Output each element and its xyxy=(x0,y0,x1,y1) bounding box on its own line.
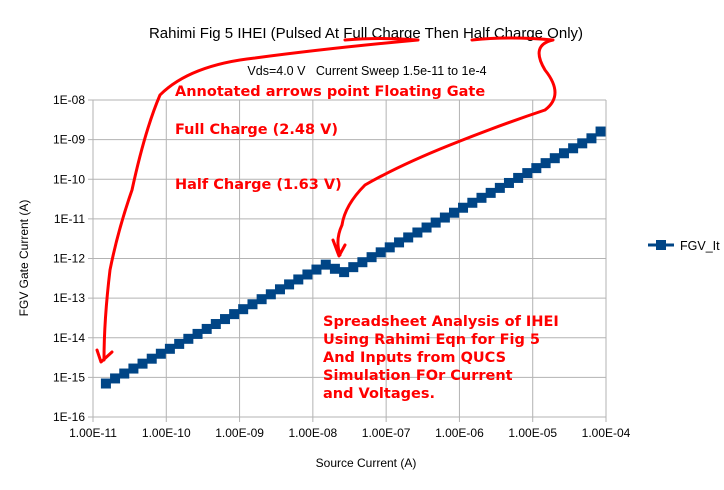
data-point xyxy=(513,172,524,183)
data-point xyxy=(485,187,496,198)
data-point xyxy=(220,314,231,325)
data-point xyxy=(265,289,276,300)
data-point xyxy=(128,363,139,374)
data-point xyxy=(192,328,203,339)
data-point xyxy=(210,319,221,330)
y-tick-labels: 1E-08 1E-09 1E-10 1E-11 1E-12 1E-13 1E-14 1E-15… xyxy=(53,93,85,424)
data-point xyxy=(531,163,542,174)
data-point xyxy=(339,267,350,278)
series-fgv-it xyxy=(100,126,606,389)
data-point xyxy=(476,192,487,203)
data-point xyxy=(558,148,569,159)
data-point xyxy=(448,207,459,218)
legend-label: FGV_It xyxy=(680,239,720,253)
red-annotation-arrows xyxy=(95,36,557,364)
x-tick-label: 1.00E-08 xyxy=(289,426,338,440)
data-point xyxy=(164,343,175,354)
data-point xyxy=(540,158,551,169)
data-point xyxy=(366,252,377,263)
chart-subtitle: Vds=4.0 V Current Sweep 1.5e-11 to 1e-4 xyxy=(247,64,486,78)
data-point xyxy=(320,259,331,270)
x-tick-label: 1.00E-07 xyxy=(362,426,411,440)
data-point xyxy=(375,247,386,258)
x-tick-label: 1.00E-11 xyxy=(69,426,117,440)
y-tick-label: 1E-12 xyxy=(53,252,85,266)
data-point xyxy=(284,279,295,290)
data-point xyxy=(256,294,267,305)
legend: FGV_It xyxy=(648,239,720,253)
data-point xyxy=(412,227,423,238)
data-point xyxy=(458,202,469,213)
data-point xyxy=(293,274,304,285)
data-point xyxy=(329,263,340,274)
y-tick-label: 1E-13 xyxy=(53,291,85,305)
data-point xyxy=(494,182,505,193)
data-point xyxy=(183,333,194,344)
full-charge-arrow xyxy=(95,37,420,364)
data-point xyxy=(247,299,258,310)
data-point xyxy=(274,284,285,295)
data-point xyxy=(100,378,111,389)
y-tick-label: 1E-16 xyxy=(53,410,85,424)
x-tick-label: 1.00E-04 xyxy=(582,426,631,440)
data-point xyxy=(568,143,579,154)
chart-title: Rahimi Fig 5 IHEI (Pulsed At Full Charge… xyxy=(149,25,583,42)
data-point xyxy=(467,197,478,208)
x-tick-labels: 1.00E-11 1.00E-10 1.00E-09 1.00E-08 1.00E-07… xyxy=(69,426,631,440)
data-point xyxy=(586,133,597,144)
data-point xyxy=(110,373,121,384)
data-point xyxy=(421,222,432,233)
data-point xyxy=(430,217,441,228)
annotation-full-charge: Full Charge (2.48 V) xyxy=(175,122,338,138)
y-tick-label: 1E-09 xyxy=(53,133,85,147)
y-tick-label: 1E-08 xyxy=(53,93,85,107)
data-point xyxy=(201,323,212,334)
x-axis-label: Source Current (A) xyxy=(316,456,417,470)
half-charge-arrow xyxy=(331,36,557,258)
x-tick-label: 1.00E-05 xyxy=(508,426,557,440)
y-tick-label: 1E-11 xyxy=(54,212,85,226)
data-point xyxy=(522,168,533,179)
y-axis-label: FGV Gate Current (A) xyxy=(17,200,31,317)
data-point xyxy=(348,262,359,273)
annotation-half-charge: Half Charge (1.63 V) xyxy=(175,177,342,193)
data-point xyxy=(229,309,240,320)
data-point xyxy=(357,257,368,268)
data-point xyxy=(394,237,405,248)
x-tick-label: 1.00E-06 xyxy=(435,426,484,440)
data-point xyxy=(137,358,148,369)
legend-marker xyxy=(656,240,666,250)
data-point xyxy=(119,368,130,379)
x-tick-label: 1.00E-09 xyxy=(215,426,264,440)
data-point xyxy=(577,138,588,149)
grid xyxy=(88,99,607,422)
data-point xyxy=(174,338,185,349)
x-tick-label: 1.00E-10 xyxy=(142,426,191,440)
y-tick-label: 1E-14 xyxy=(53,331,85,345)
data-point xyxy=(384,242,395,253)
data-point xyxy=(155,348,166,359)
y-tick-label: 1E-15 xyxy=(53,370,85,384)
annotation-arrows-title: Annotated arrows point Floating Gate xyxy=(175,84,486,100)
data-point xyxy=(439,212,450,223)
data-point xyxy=(503,177,514,188)
y-tick-label: 1E-10 xyxy=(53,172,85,186)
data-point xyxy=(238,304,249,315)
data-point xyxy=(311,264,322,275)
data-point xyxy=(146,353,157,364)
data-point xyxy=(549,153,560,164)
data-point xyxy=(595,126,606,137)
annotation-analysis: Spreadsheet Analysis of IHEI Using Rahim… xyxy=(323,314,559,402)
data-point xyxy=(403,232,414,243)
data-point xyxy=(302,269,313,280)
